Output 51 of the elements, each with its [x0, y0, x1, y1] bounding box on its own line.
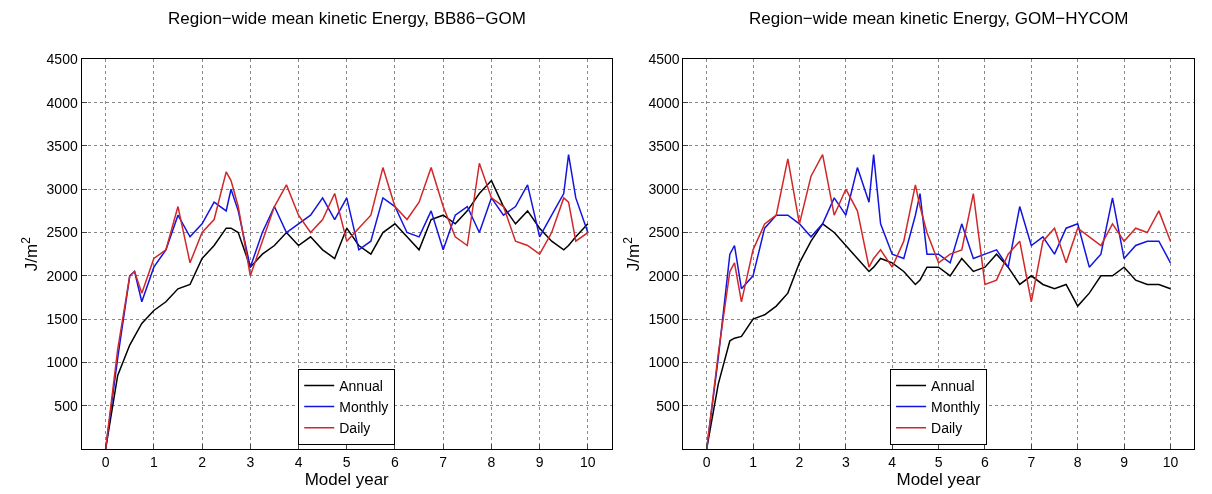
y-tick-label: 500	[54, 397, 78, 414]
legend-label: Daily	[339, 420, 371, 437]
y-tick-label: 4000	[648, 94, 680, 111]
x-tick-label: 6	[981, 453, 990, 470]
x-tick-label: 1	[149, 453, 158, 470]
x-tick-label: 9	[1120, 453, 1129, 470]
y-tick-label: 3500	[46, 137, 78, 154]
y-tick-label: 2500	[46, 224, 78, 241]
y-tick-label: 4500	[46, 51, 78, 68]
line-series	[705, 153, 1172, 449]
x-tick-label: 4	[294, 453, 303, 470]
y-tick-label: 1000	[46, 354, 78, 371]
x-tick-label: 8	[1073, 453, 1082, 470]
y-tick-label: 1500	[46, 311, 78, 328]
y-tick-label: 4500	[648, 51, 680, 68]
x-tick-label: 10	[580, 453, 596, 470]
y-tick-label: 3500	[648, 137, 680, 154]
x-tick-label: 5	[934, 453, 943, 470]
x-tick-label: 8	[487, 453, 496, 470]
legend-label: Daily	[931, 420, 963, 437]
x-tick-label: 4	[888, 453, 897, 470]
x-tick-label: 3	[246, 453, 255, 470]
y-tick-label: 2000	[46, 267, 78, 284]
x-axis-title: Model year	[896, 469, 981, 489]
legend-label: Monthly	[931, 399, 981, 416]
x-tick-label: 1	[749, 453, 758, 470]
x-tick-label: 2	[795, 453, 804, 470]
y-tick-label: 2500	[648, 224, 680, 241]
x-tick-label: 7	[1027, 453, 1036, 470]
x-tick-label: 5	[342, 453, 351, 470]
y-tick-label: 2000	[648, 267, 680, 284]
x-tick-label: 3	[841, 453, 850, 470]
y-tick-label: 3000	[46, 181, 78, 198]
x-tick-label: 10	[1162, 453, 1179, 470]
x-axis-title: Model year	[304, 469, 390, 489]
y-tick-label: 500	[656, 397, 680, 414]
x-tick-label: 6	[391, 453, 400, 470]
chart-title: Region−wide mean kinetic Energy, GOM−HYCOM	[749, 9, 1129, 28]
x-tick-label: 0	[101, 453, 110, 470]
y-tick-label: 3000	[648, 181, 680, 198]
legend-label: Monthly	[339, 399, 389, 416]
x-tick-label: 9	[535, 453, 544, 470]
y-tick-label: 1000	[648, 354, 680, 371]
y-tick-label: 4000	[46, 94, 78, 111]
legend-label: Annual	[931, 377, 975, 394]
y-tick-label: 1500	[648, 311, 680, 328]
x-tick-label: 0	[702, 453, 711, 470]
x-tick-label: 2	[198, 453, 207, 470]
x-tick-label: 7	[439, 453, 448, 470]
legend-label: Annual	[339, 377, 383, 394]
chart-title: Region−wide mean kinetic Energy, BB86−GOM	[168, 9, 526, 28]
